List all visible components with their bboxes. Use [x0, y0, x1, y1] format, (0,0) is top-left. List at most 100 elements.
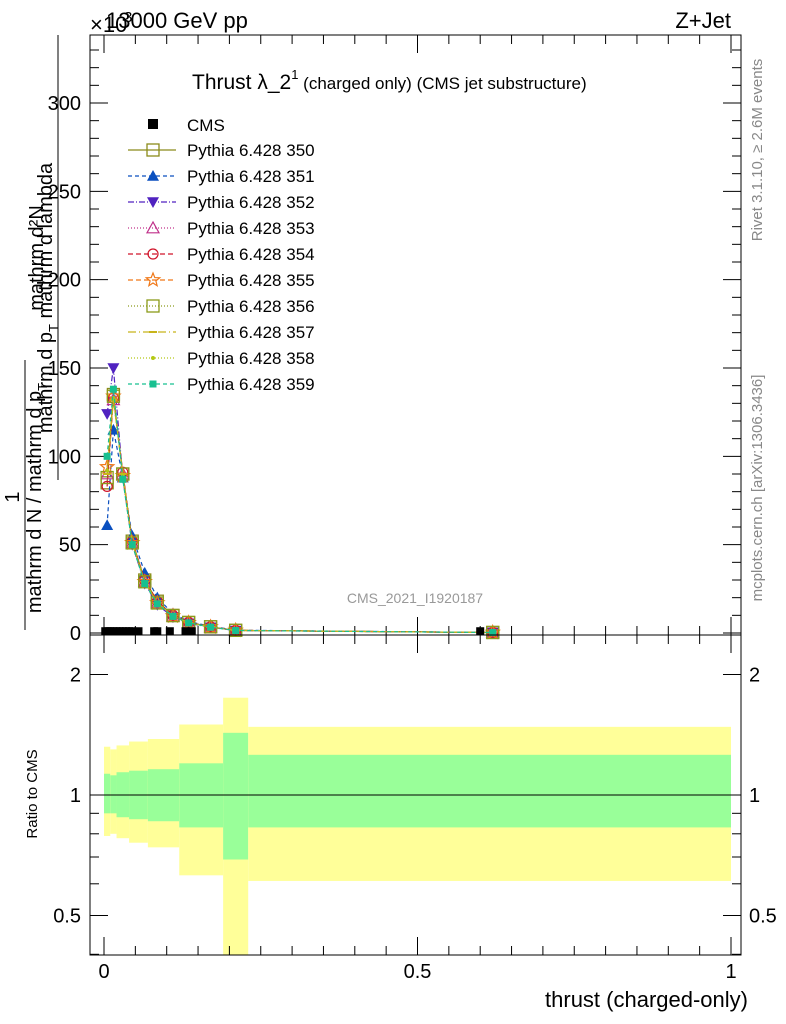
series-marker — [207, 623, 215, 631]
ratio-y-tick-label-left: 0.5 — [53, 906, 81, 928]
legend-entry: Pythia 6.428 354 — [128, 245, 315, 264]
legend-marker — [147, 248, 159, 260]
legend-label: Pythia 6.428 353 — [187, 219, 315, 238]
ratio-y-tick-label-left: 1 — [70, 785, 81, 807]
y-label-prefactor-sub: T — [35, 383, 50, 391]
y-label-prefactor-bottom: mathrm d N / mathrm d pT — [24, 383, 50, 613]
y-exponent-value: 3 — [124, 9, 132, 26]
series-marker — [489, 628, 497, 636]
cms-data-point — [181, 627, 190, 636]
series-marker — [150, 596, 164, 610]
legend-entry: Pythia 6.428 358 — [128, 349, 315, 368]
legend-label: Pythia 6.428 352 — [187, 193, 315, 212]
legend-label: Pythia 6.428 350 — [187, 141, 315, 160]
series-marker — [107, 363, 120, 374]
main-y-tick-label: 50 — [59, 535, 81, 557]
main-axis-ticks: 0 50 100 150 200 250 300 — [48, 35, 741, 645]
legend-marker — [145, 220, 161, 234]
legend-entry: Pythia 6.428 356 — [128, 297, 315, 316]
legend-label-cms: CMS — [187, 116, 225, 135]
legend-marker — [146, 299, 160, 313]
legend-entry: Pythia 6.428 355 — [128, 271, 315, 290]
legend-entry: Pythia 6.428 352 — [128, 193, 315, 212]
y-label-prefactor-bottom-text: mathrm d N / mathrm d p — [24, 391, 46, 613]
ratio-bands — [104, 697, 731, 955]
plot-title-main: Thrust λ_2 — [192, 71, 291, 94]
series-marker — [169, 612, 177, 620]
plot-title-rest: (charged only) (CMS jet substructure) — [298, 74, 586, 93]
rivet-version-label: Rivet 3.1.10, ≥ 2.6M events — [749, 59, 766, 242]
legend-label: Pythia 6.428 355 — [187, 271, 315, 290]
process-label: Z+Jet — [675, 8, 731, 33]
cms-data-point — [128, 627, 137, 636]
series-marker — [105, 468, 110, 473]
main-y-tick-label: 300 — [48, 93, 81, 115]
ratio-y-tick-label-right: 0.5 — [749, 906, 777, 928]
x-tick-label: 0.5 — [404, 961, 432, 983]
y-label-denom-post: mathrm d lambda — [35, 162, 57, 324]
y-label-denom-sub: T — [46, 324, 61, 332]
series-marker — [153, 600, 161, 608]
series-marker — [203, 620, 218, 634]
legend-marker — [151, 356, 155, 360]
legend-label: Pythia 6.428 358 — [187, 349, 315, 368]
legend-marker — [149, 380, 157, 388]
y-label-denominator: mathrm d pT mathrm d lambda — [35, 162, 61, 433]
energy-label: 13000 GeV pp — [106, 8, 248, 33]
legend-marker-cms — [148, 119, 158, 129]
series-marker — [185, 619, 193, 627]
cms-data-point — [165, 627, 174, 636]
cms-data-point — [134, 627, 143, 636]
series-line — [106, 429, 493, 634]
main-y-tick-label: 150 — [48, 358, 81, 380]
series-marker — [101, 480, 113, 492]
legend-entry: Pythia 6.428 350 — [128, 141, 315, 160]
ratio-band-inner — [223, 732, 249, 860]
y-label-prefactor-top: 1 — [2, 491, 24, 502]
ratio-y-tick-label-left: 2 — [70, 665, 81, 687]
x-tick-label: 1 — [725, 961, 736, 983]
legend-marker — [146, 143, 160, 157]
ratio-y-tick-label-right: 2 — [749, 665, 760, 687]
cms-data-point — [476, 627, 485, 636]
cms-data-point — [153, 627, 162, 636]
legend-entry: Pythia 6.428 351 — [128, 167, 315, 186]
legend-label: Pythia 6.428 351 — [187, 167, 315, 186]
plot-title: Thrust λ_21 (charged only) (CMS jet subs… — [192, 67, 587, 94]
legend-entry: Pythia 6.428 359 — [128, 375, 315, 394]
series-marker — [141, 580, 149, 588]
legend-label: Pythia 6.428 357 — [187, 323, 315, 342]
y-label-denom-pre: mathrm d p — [35, 332, 57, 433]
plot-title-sup: 1 — [291, 67, 298, 82]
legend-entry: Pythia 6.428 357 — [128, 323, 315, 342]
legend-label: Pythia 6.428 359 — [187, 375, 315, 394]
series-marker — [103, 452, 111, 460]
series-marker — [101, 519, 114, 531]
legend-entry: Pythia 6.428 353 — [128, 219, 315, 238]
y-exponent-prefix: ×10 — [90, 12, 127, 37]
legend-marker — [144, 271, 162, 288]
series-marker — [101, 409, 114, 420]
series-marker — [109, 385, 117, 393]
legend-label: Pythia 6.428 354 — [187, 245, 315, 264]
main-y-tick-label: 0 — [70, 623, 81, 645]
legend: CMS Pythia 6.428 350 Pythia 6.428 351 Pythi… — [128, 116, 315, 394]
legend-marker — [147, 197, 159, 208]
x-axis-label: thrust (charged-only) — [545, 987, 748, 1012]
series-10 — [103, 385, 497, 636]
series-marker — [125, 536, 139, 550]
cms-data-point — [187, 627, 196, 636]
ratio-y-tick-label-right: 1 — [749, 785, 760, 807]
main-y-tick-label: 250 — [48, 181, 81, 203]
series-marker — [166, 609, 180, 623]
main-y-label: mathrm d²N mathrm d pT mathrm d lambda 1… — [2, 35, 61, 630]
y-label-numerator-text: mathrm d²N — [26, 205, 48, 311]
series-marker — [138, 575, 152, 589]
main-series — [98, 363, 501, 640]
series-marker — [128, 541, 136, 549]
main-y-tick-label: 200 — [48, 270, 81, 292]
main-y-tick-label: 100 — [48, 446, 81, 468]
x-tick-label: 0 — [98, 961, 109, 983]
series-marker — [119, 475, 127, 483]
ratio-band-inner — [110, 775, 117, 814]
